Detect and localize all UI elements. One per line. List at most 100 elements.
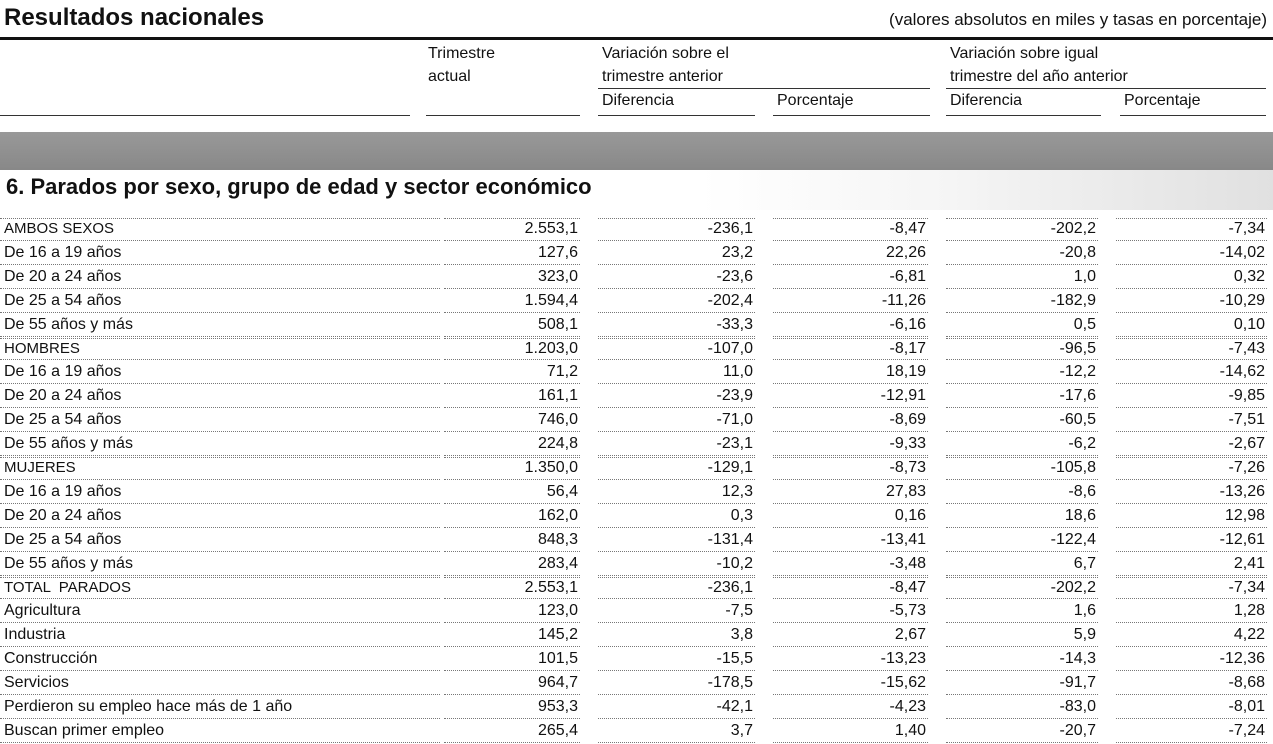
row-label: TOTAL PARADOS — [4, 578, 131, 596]
row-rule — [0, 574, 440, 576]
row-rule — [0, 576, 440, 578]
row-rule — [1116, 337, 1267, 339]
row-rule — [0, 263, 440, 265]
row-rule — [444, 337, 580, 339]
row-label: De 16 a 19 años — [4, 243, 122, 261]
cell-value: -42,1 — [716, 698, 753, 715]
row-rule — [946, 550, 1098, 552]
rule — [426, 115, 580, 116]
cell-value: -17,6 — [1059, 387, 1096, 405]
cell-value: -202,2 — [1050, 578, 1096, 596]
cell-value: -8,69 — [889, 411, 926, 429]
cell-value: -131,4 — [707, 530, 753, 548]
cell-value: -122,4 — [1050, 530, 1096, 548]
row-rule — [946, 287, 1098, 289]
cell-value: -10,2 — [716, 554, 753, 572]
row-rule — [1116, 218, 1267, 219]
cell-value: 12,98 — [1224, 506, 1265, 524]
row-rule — [0, 311, 440, 313]
row-rule — [946, 574, 1098, 576]
cell-value: -3,48 — [889, 554, 926, 572]
row-rule — [1116, 598, 1267, 600]
row-rule — [444, 407, 580, 409]
row-rule — [773, 337, 928, 339]
rule — [0, 115, 410, 116]
cell-value: -7,5 — [725, 602, 753, 620]
row-rule — [0, 598, 440, 600]
row-label: AMBOS SEXOS — [4, 220, 115, 237]
row-rule — [444, 646, 580, 648]
cell-value: -2,67 — [1228, 435, 1265, 453]
cell-value: -14,02 — [1219, 243, 1265, 261]
cell-value: 23,2 — [721, 243, 753, 261]
row-rule — [1116, 239, 1267, 241]
row-rule — [773, 457, 928, 458]
row-label: Perdieron su empleo hace más de 1 año — [4, 698, 293, 715]
row-rule — [598, 337, 755, 339]
cell-value: 323,0 — [537, 267, 578, 285]
row-rule — [946, 670, 1098, 672]
row-rule — [598, 646, 755, 648]
cell-value: 1.350,0 — [524, 459, 578, 476]
col-header: Trimestre — [428, 45, 495, 62]
cell-value: -20,8 — [1059, 243, 1096, 261]
cell-value: -20,7 — [1059, 721, 1096, 739]
row-rule — [1116, 576, 1267, 578]
rule — [1120, 115, 1266, 116]
cell-value: -4,23 — [889, 698, 926, 715]
cell-value: -13,23 — [880, 650, 926, 668]
cell-value: -6,16 — [889, 315, 926, 333]
cell-value: 848,3 — [537, 530, 578, 548]
shadow — [0, 170, 1273, 210]
row-label: De 20 a 24 años — [4, 506, 122, 524]
row-rule — [444, 622, 580, 624]
cell-value: -7,51 — [1228, 411, 1265, 429]
row-rule — [444, 694, 580, 695]
row-rule — [0, 335, 440, 337]
row-rule — [598, 526, 755, 528]
cell-value: -9,33 — [889, 435, 926, 453]
row-rule — [773, 670, 928, 672]
cell-value: -71,0 — [716, 411, 753, 429]
row-rule — [773, 717, 928, 719]
row-rule — [773, 526, 928, 528]
cell-value: 265,4 — [537, 721, 578, 739]
row-rule — [946, 526, 1098, 528]
cell-value: -15,5 — [716, 650, 753, 668]
cell-value: 18,6 — [1064, 506, 1096, 524]
cell-value: -12,61 — [1219, 530, 1265, 548]
row-label: De 55 años y más — [4, 435, 133, 453]
row-rule — [0, 457, 440, 458]
row-rule — [946, 576, 1098, 578]
row-label: Buscan primer empleo — [4, 721, 165, 739]
row-rule — [773, 287, 928, 289]
row-rule — [598, 263, 755, 265]
cell-value: -9,85 — [1228, 387, 1265, 405]
cell-value: -13,26 — [1219, 482, 1265, 500]
row-rule — [0, 337, 440, 339]
rule — [598, 88, 930, 89]
row-rule — [946, 311, 1098, 313]
cell-value: -14,62 — [1219, 363, 1265, 381]
cell-value: 508,1 — [537, 315, 578, 333]
row-rule — [946, 337, 1098, 339]
row-rule — [773, 311, 928, 313]
row-rule — [1116, 287, 1267, 289]
cell-value: -10,29 — [1219, 291, 1265, 309]
cell-value: 18,19 — [885, 363, 926, 381]
row-rule — [946, 407, 1098, 409]
row-label: De 25 a 54 años — [4, 291, 122, 309]
cell-value: 123,0 — [537, 602, 578, 620]
cell-value: -33,3 — [716, 315, 753, 333]
row-rule — [773, 622, 928, 624]
row-rule — [444, 478, 580, 480]
row-rule — [773, 335, 928, 337]
row-rule — [598, 694, 755, 695]
row-rule — [444, 741, 580, 743]
row-rule — [444, 457, 580, 458]
cell-value: 3,7 — [730, 721, 753, 739]
row-rule — [773, 455, 928, 456]
row-rule — [946, 622, 1098, 624]
cell-value: -23,9 — [716, 387, 753, 405]
cell-value: 1,28 — [1233, 602, 1265, 620]
